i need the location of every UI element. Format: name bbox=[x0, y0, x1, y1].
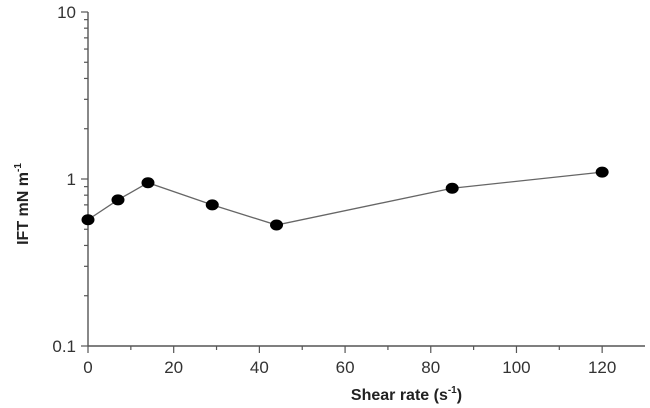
data-point bbox=[141, 177, 155, 189]
data-point bbox=[111, 194, 125, 206]
x-tick-label: 40 bbox=[250, 358, 269, 377]
x-axis-label: Shear rate (s-1) bbox=[351, 385, 462, 404]
x-tick-label: 80 bbox=[421, 358, 440, 377]
ticks: 0 20 40 60 80 100 120 0.1 1 10 bbox=[52, 3, 616, 377]
y-tick-label: 0.1 bbox=[52, 337, 76, 356]
x-tick-label: 100 bbox=[502, 358, 530, 377]
data-point bbox=[81, 214, 95, 226]
data-point bbox=[205, 199, 219, 211]
x-tick-label: 20 bbox=[164, 358, 183, 377]
y-tick-label: 1 bbox=[67, 170, 76, 189]
x-tick-label: 120 bbox=[588, 358, 616, 377]
data-point bbox=[595, 166, 609, 178]
x-tick-label: 0 bbox=[83, 358, 92, 377]
y-tick-label: 10 bbox=[57, 3, 76, 22]
x-tick-label: 60 bbox=[336, 358, 355, 377]
data-point bbox=[445, 182, 459, 194]
data-point bbox=[270, 219, 284, 231]
axes bbox=[87, 12, 645, 347]
y-axis-label: IFT mN m-1 bbox=[13, 163, 32, 245]
series bbox=[81, 166, 609, 231]
series-line bbox=[87, 171, 603, 226]
